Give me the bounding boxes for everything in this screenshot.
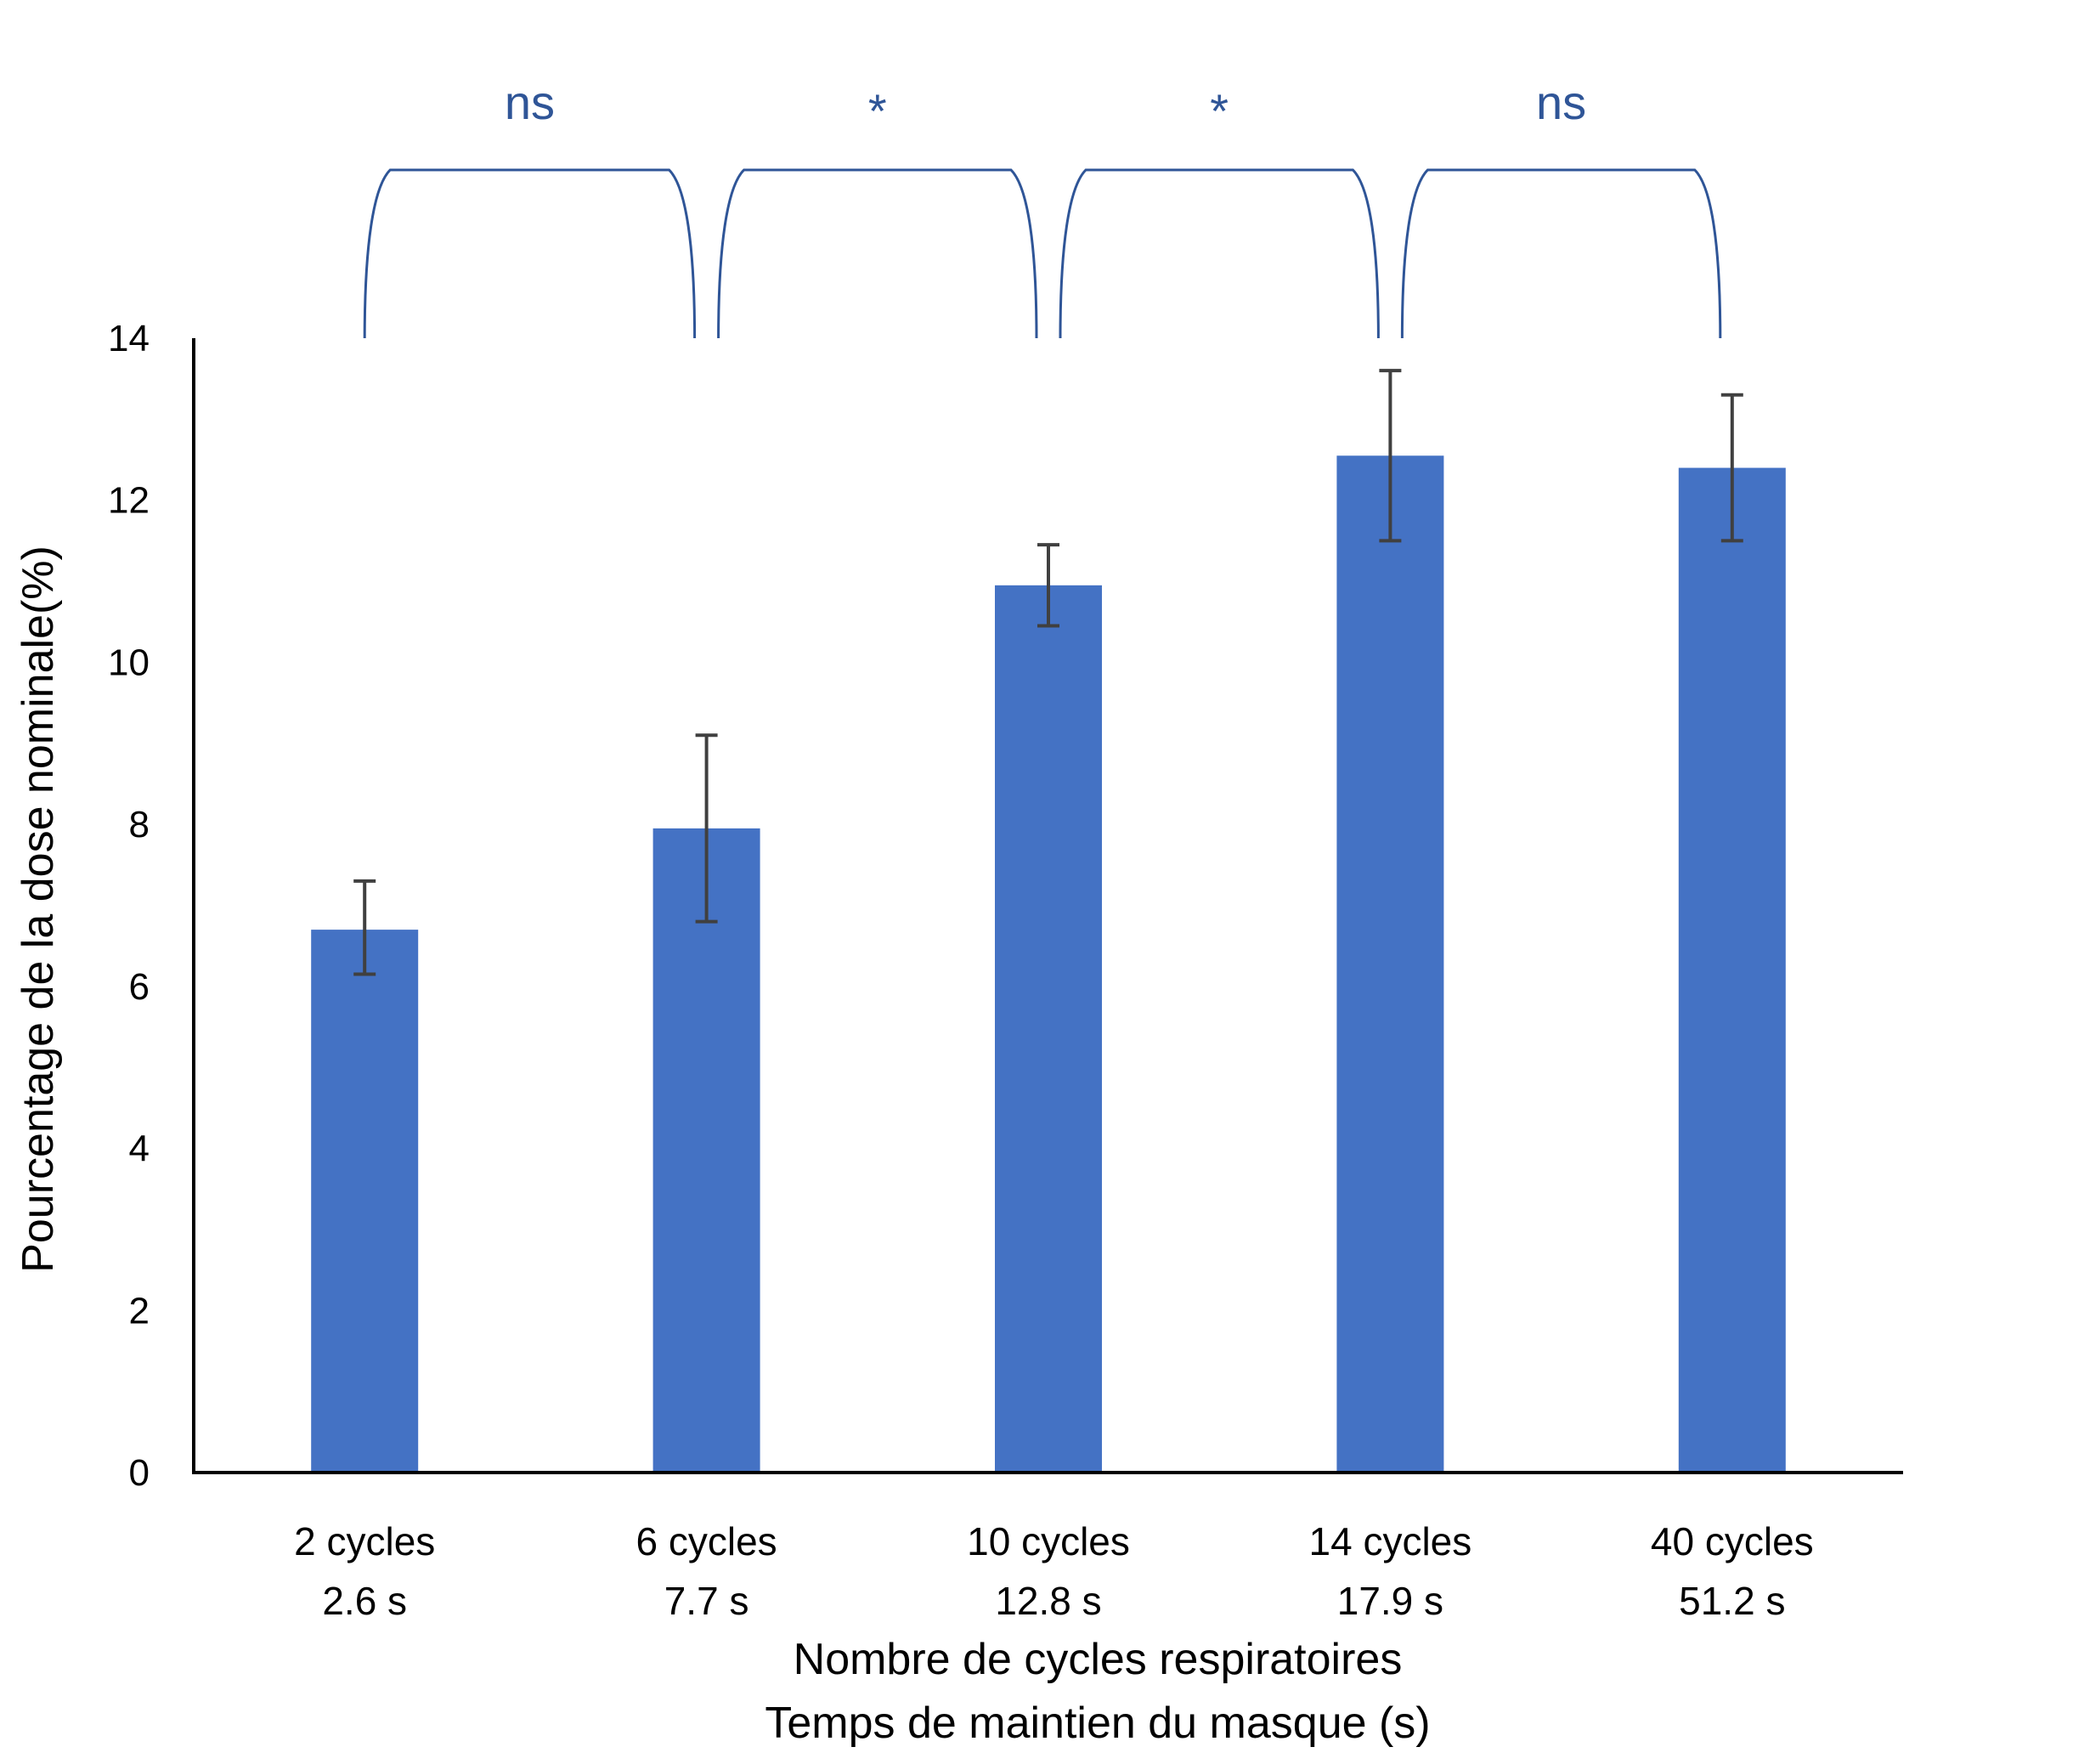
axes-group — [192, 338, 1903, 1474]
significance-brackets: ns * * ns — [363, 76, 1722, 339]
significance-label: * — [1210, 84, 1229, 138]
error-bar-2 — [1037, 543, 1059, 628]
significance-label: * — [868, 84, 887, 138]
x-category-labels: 2 cycles 2.6 s 6 cycles 7.7 s 10 cycles 12.8 … — [294, 1519, 1814, 1623]
x-tick-label-cycles: 2 cycles — [294, 1519, 435, 1563]
error-bar-0 — [353, 879, 376, 976]
bar-0 — [311, 930, 419, 1473]
bar-2 — [995, 585, 1102, 1473]
bracket-line — [717, 168, 1038, 339]
x-tick-label-time: 2.6 s — [322, 1579, 407, 1623]
y-tick-labels: 0 2 4 6 8 10 12 14 — [108, 318, 150, 1494]
y-tick-label: 12 — [108, 480, 150, 522]
bar-4 — [1678, 467, 1786, 1473]
x-tick-label-time: 7.7 s — [664, 1579, 749, 1623]
y-tick-label: 14 — [108, 318, 150, 359]
bracket-line — [1059, 168, 1380, 339]
bracket-line — [363, 168, 697, 339]
significance-bracket-2: * — [1059, 84, 1380, 339]
x-tick-label-cycles: 6 cycles — [636, 1519, 777, 1563]
significance-bracket-0: ns — [363, 76, 697, 339]
x-tick-label-cycles: 14 cycles — [1309, 1519, 1472, 1563]
x-axis-title-line-1: Nombre de cycles respiratoires — [794, 1635, 1403, 1684]
error-bar-4 — [1720, 393, 1743, 543]
significance-label: ns — [505, 76, 555, 129]
error-bars-group — [353, 369, 1743, 976]
x-tick-label-time: 51.2 s — [1679, 1579, 1785, 1623]
y-tick-label: 6 — [129, 966, 150, 1008]
y-axis-title: Pourcentage de la dose nominale(%) — [14, 546, 63, 1273]
significance-label: ns — [1536, 76, 1586, 129]
x-tick-label-cycles: 10 cycles — [967, 1519, 1130, 1563]
x-axis-title-line-2: Temps de maintien du masque (s) — [765, 1699, 1430, 1748]
significance-bracket-3: ns — [1400, 76, 1722, 339]
error-bar-3 — [1379, 369, 1402, 543]
error-bar-1 — [695, 733, 718, 924]
bar-3 — [1336, 455, 1444, 1473]
significance-bracket-1: * — [717, 84, 1038, 339]
y-tick-label: 10 — [108, 642, 150, 683]
bracket-line — [1400, 168, 1722, 339]
x-tick-label-time: 17.9 s — [1337, 1579, 1443, 1623]
x-tick-label-time: 12.8 s — [995, 1579, 1101, 1623]
bar-1 — [652, 828, 760, 1473]
y-tick-label: 0 — [129, 1452, 150, 1494]
y-tick-label: 4 — [129, 1128, 150, 1170]
y-tick-label: 2 — [129, 1290, 150, 1331]
x-tick-label-cycles: 40 cycles — [1651, 1519, 1814, 1563]
bars-group — [311, 455, 1786, 1473]
y-tick-label: 8 — [129, 804, 150, 845]
